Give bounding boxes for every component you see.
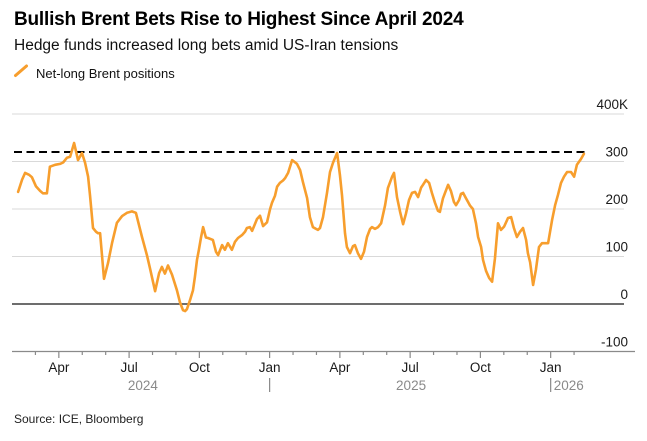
source-note: Source: ICE, Bloomberg (14, 412, 144, 426)
chart-subtitle: Hedge funds increased long bets amid US-… (14, 37, 399, 54)
x-axis-label: Jul (120, 360, 137, 375)
legend-line-icon (13, 63, 30, 83)
x-axis-label: Jan (259, 360, 281, 375)
y-axis-label: 0 (620, 287, 628, 302)
year-label: 2024 (128, 378, 159, 393)
y-axis-label: 100 (605, 240, 628, 255)
y-axis-label: 400K (596, 97, 628, 112)
brent-positions-line (16, 141, 586, 313)
y-axis-label: -100 (601, 335, 628, 350)
y-axis-label: 200 (605, 192, 628, 207)
legend-label: Net-long Brent positions (36, 65, 175, 81)
legend: Net-long Brent positions (13, 63, 175, 83)
page-title: Bullish Brent Bets Rise to Highest Since… (14, 9, 464, 30)
year-label: 2026 (554, 378, 584, 393)
x-axis-label: Jul (402, 360, 419, 375)
x-axis-label: Apr (48, 360, 70, 375)
y-axis-label: 300 (605, 145, 628, 160)
x-axis-label: Oct (470, 360, 491, 375)
year-label: 2025 (396, 378, 426, 393)
x-axis-label: Jan (540, 360, 562, 375)
x-axis-label: Apr (329, 360, 351, 375)
x-axis-label: Oct (189, 360, 210, 375)
